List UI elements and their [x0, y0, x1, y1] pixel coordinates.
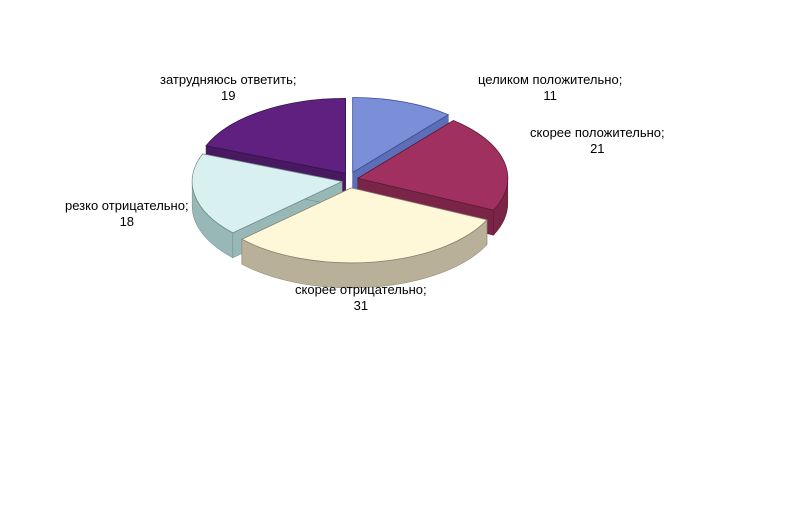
slice-label-value: 21: [590, 141, 604, 156]
slice-label-text: скорее положительно: [530, 125, 661, 140]
slice-label-value: 11: [543, 88, 557, 103]
slice-label: целиком положительно; 11: [478, 72, 622, 103]
slice-label-text: резко отрицательно: [65, 198, 185, 213]
pie-chart-3d: целиком положительно; 11 скорее положител…: [0, 0, 795, 508]
slice-label: скорее отрицательно; 31: [295, 282, 427, 313]
slice-label: затрудняюсь ответить; 19: [160, 72, 296, 103]
slice-label-value: 31: [354, 298, 368, 313]
slice-label: скорее положительно; 21: [530, 125, 665, 156]
slice-label-text: затрудняюсь ответить: [160, 72, 293, 87]
slice-label-value: 18: [120, 214, 134, 229]
slice-label-value: 19: [221, 88, 235, 103]
pie-svg: [0, 0, 795, 508]
slice-label-text: целиком положительно: [478, 72, 619, 87]
slice-label: резко отрицательно; 18: [65, 198, 189, 229]
slice-label-text: скорее отрицательно: [295, 282, 423, 297]
